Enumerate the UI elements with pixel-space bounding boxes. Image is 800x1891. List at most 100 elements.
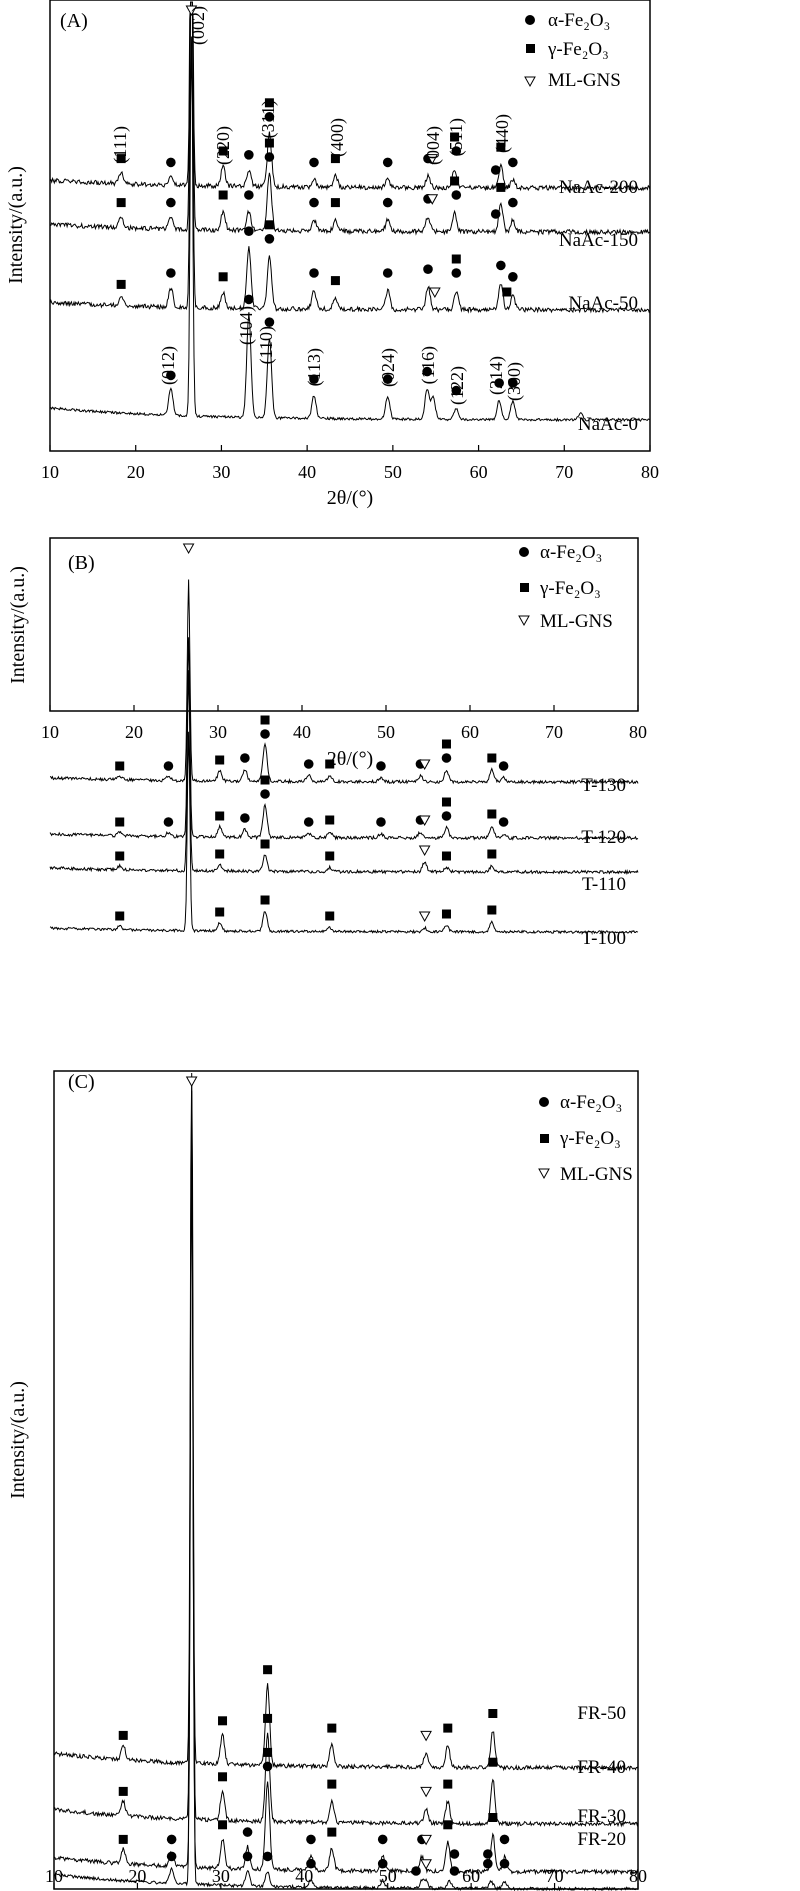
- x-tick-label: 50: [384, 462, 402, 482]
- peak-marker-triangle: [418, 759, 431, 771]
- peak-marker-circle: [499, 1858, 510, 1869]
- x-tick-label: 10: [41, 462, 59, 482]
- sample-label-t-120: T-120: [581, 827, 626, 848]
- peak-marker-square: [330, 276, 340, 286]
- peak-marker-square: [443, 1723, 453, 1733]
- peak-marker-square: [496, 182, 506, 192]
- peak-marker-square: [441, 739, 451, 749]
- peak-marker-square: [118, 1730, 128, 1740]
- legend-alpha-label: α-Fe₂O₃: [560, 1092, 622, 1113]
- peak-marker-square: [264, 98, 274, 108]
- peak-marker-square: [215, 811, 225, 821]
- panel-b: (B) 10 20 30 40 50 60 70 80 α-Fe₂O₃ γ-Fe₂O₃ ML-…: [7, 537, 647, 949]
- panel-b-label: (B): [68, 552, 95, 574]
- legend-alpha-marker: [525, 15, 535, 25]
- panel-c-ticks: 10 20 30 40 50 60 70 80: [45, 1070, 647, 1890]
- peak-marker-circle: [306, 1858, 316, 1869]
- hkl-label: (110): [256, 326, 277, 364]
- peak-marker-circle: [309, 268, 319, 278]
- sample-label-naac-50: NaAc-50: [568, 293, 638, 314]
- peak-marker-square: [218, 272, 228, 282]
- trace-fr-30: [53, 1137, 639, 1876]
- peak-marker-square: [488, 1757, 498, 1767]
- hkl-label: (122): [447, 366, 468, 405]
- peak-marker-circle: [240, 753, 250, 763]
- peak-marker-square: [488, 1709, 498, 1718]
- peak-marker-square: [450, 176, 460, 186]
- panel-c-traces: [53, 1072, 639, 1891]
- peak-marker-square: [116, 279, 126, 289]
- panel-a-frame: [49, 0, 651, 452]
- peak-marker-triangle: [418, 911, 431, 923]
- peak-marker-002-triangle: [185, 1076, 198, 1088]
- panel-a-traces: [49, 1, 651, 423]
- peak-marker-circle: [377, 1858, 388, 1869]
- trace-t-130: [49, 579, 639, 785]
- peak-marker-square: [263, 1665, 273, 1675]
- peak-marker-circle: [422, 366, 432, 377]
- peak-marker-circle: [508, 378, 518, 388]
- peak-marker-circle: [244, 190, 254, 200]
- peak-marker-square: [327, 1723, 337, 1733]
- peak-marker-circle: [244, 150, 254, 160]
- peak-marker-circle: [309, 374, 319, 385]
- hkl-label: (311): [258, 100, 279, 138]
- peak-marker-square: [264, 220, 274, 230]
- peak-marker-square: [450, 132, 460, 142]
- peak-marker-circle: [423, 264, 433, 275]
- peak-marker-circle: [498, 761, 509, 771]
- sample-label-t-110: T-110: [582, 874, 626, 895]
- hkl-label: (111): [110, 126, 131, 164]
- peak-marker-circle: [508, 272, 518, 282]
- peak-marker-circle: [451, 385, 462, 396]
- peak-marker-circle: [303, 759, 314, 769]
- hkl-label: (024): [378, 348, 399, 387]
- peak-marker-square: [325, 911, 335, 921]
- x-tick-label: 30: [212, 1866, 230, 1886]
- peak-marker-square: [325, 851, 335, 861]
- peak-marker-circle: [382, 197, 393, 208]
- peak-marker-002-triangle: [182, 543, 195, 555]
- x-tick-label: 70: [545, 722, 563, 742]
- peak-marker-circle: [377, 1834, 388, 1845]
- peak-marker-triangle: [420, 1730, 432, 1742]
- panel-a-ylabel: Intensity/(a.u.): [5, 166, 27, 284]
- hkl-label: (214): [486, 356, 507, 395]
- peak-marker-circle: [260, 789, 270, 799]
- trace-t-120: [49, 637, 639, 841]
- panel-c: (C) 10 20 30 40 50 60 70 80 α-Fe₂O₃ γ-Fe₂O₃ ML-GN…: [7, 1070, 647, 1891]
- panel-b-markers: [115, 543, 509, 923]
- peak-marker-square: [487, 849, 497, 859]
- peak-marker-circle: [240, 813, 250, 823]
- peak-marker-circle: [508, 197, 518, 208]
- legend-gamma-marker: [520, 583, 529, 592]
- peak-marker-circle: [498, 817, 509, 827]
- panel-a: (A) 10 20 30 40 50 60 70 80 α-Fe₂O₃ γ-Fe₂O₃ ML-…: [5, 0, 659, 509]
- panel-c-markers: [118, 1076, 510, 1876]
- peak-marker-circle: [494, 378, 504, 388]
- peak-marker-circle: [166, 1834, 177, 1845]
- peak-marker-circle: [376, 817, 386, 827]
- hkl-label: (104): [236, 306, 257, 345]
- peak-marker-triangle: [420, 1834, 432, 1846]
- peak-marker-square: [325, 815, 335, 825]
- peak-marker-circle: [441, 753, 452, 763]
- x-tick-label: 20: [125, 722, 143, 742]
- peak-marker-triangle: [426, 194, 439, 205]
- peak-marker-square: [218, 1820, 228, 1830]
- x-tick-label: 30: [212, 462, 230, 482]
- peak-marker-square: [441, 909, 451, 919]
- legend-mlgns-label: ML-GNS: [560, 1164, 633, 1185]
- legend-alpha-marker: [519, 547, 529, 557]
- peak-marker-circle: [490, 209, 501, 219]
- peak-marker-circle: [496, 260, 506, 271]
- peak-marker-circle: [441, 811, 452, 821]
- hkl-label: (400): [327, 118, 348, 157]
- peak-marker-circle: [483, 1858, 493, 1869]
- x-tick-label: 80: [629, 1866, 647, 1886]
- panel-b-ylabel: Intensity/(a.u.): [7, 566, 29, 684]
- peak-marker-triangle: [418, 845, 431, 857]
- hkl-label: (002): [188, 6, 209, 45]
- peak-marker-circle: [264, 317, 275, 328]
- peak-marker-square: [443, 1820, 453, 1830]
